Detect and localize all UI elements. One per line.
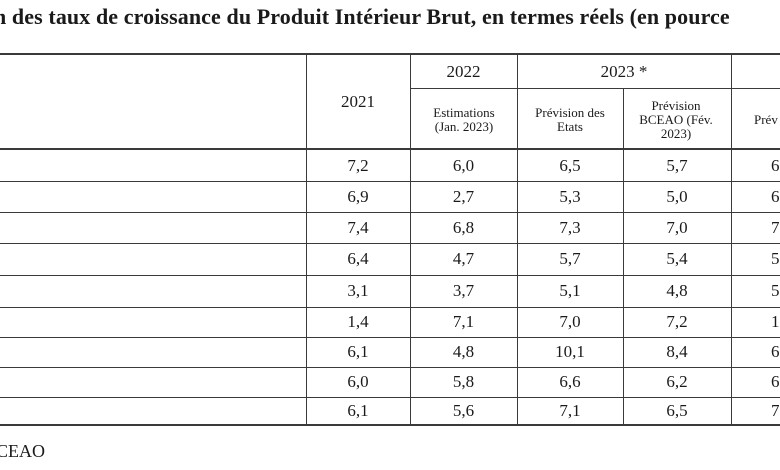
table-cell-bceao: 8,4 (666, 342, 688, 361)
table-cell-etats: 7,3 (559, 217, 581, 237)
table-cell-c2021: 6,0 (347, 372, 369, 391)
table-cell-c2021: 7,2 (347, 155, 369, 175)
table-cell-c2022: 5,8 (452, 372, 475, 391)
header-2023-prevision-etats: Prévision des Etats (535, 105, 605, 134)
header-2023: 2023 * (600, 62, 648, 81)
table-cell-c2022: 3,7 (452, 281, 475, 300)
table-cell-c2021: 6,9 (347, 186, 369, 206)
header-2021: 2021 (341, 92, 375, 111)
grid-line (0, 53, 780, 55)
table-cell-c2022: 4,7 (452, 249, 475, 268)
header-2022-estimations: Estimations (Jan. 2023) (433, 105, 495, 134)
table-cell-next: 6 (771, 155, 780, 175)
table-cell-c2022: 7,1 (452, 312, 475, 331)
table-cell-etats: 5,7 (559, 249, 581, 268)
table-cell-c2022: 6,8 (452, 217, 475, 237)
source-note: CEAO (0, 441, 45, 461)
table-cell-c2021: 6,1 (347, 342, 369, 361)
table-cell-next: 7 (771, 401, 780, 420)
table-title: n des taux de croissance du Produit Inté… (0, 4, 730, 29)
table-cell-c2021: 7,4 (347, 217, 369, 237)
table-cell-c2021: 1,4 (347, 312, 369, 331)
table-cell-etats: 5,3 (559, 186, 581, 206)
table-cell-next: 6 (771, 372, 780, 391)
table-cell-etats: 5,1 (559, 281, 581, 300)
table-cell-next: 5 (771, 249, 780, 268)
grid-line (410, 88, 780, 89)
table-cell-bceao: 5,0 (666, 186, 688, 206)
table-cell-c2022: 2,7 (452, 186, 475, 206)
header-next-partial: Prév des I (754, 112, 780, 127)
table-cell-next: 6 (771, 342, 780, 361)
table-cell-etats: 10,1 (555, 342, 585, 361)
table-cell-c2021: 6,1 (347, 401, 369, 420)
table-cell-c2021: 6,4 (347, 249, 369, 268)
header-2022: 2022 (446, 62, 481, 81)
table-cell-next: 7 (771, 217, 780, 237)
table-cell-c2022: 6,0 (452, 155, 475, 175)
table-cell-next: 6 (771, 186, 780, 206)
table-cell-bceao: 6,5 (666, 401, 688, 420)
table-cell-next: 5 (771, 281, 780, 300)
table-cell-bceao: 6,2 (666, 372, 688, 391)
table-cell-etats: 7,0 (559, 312, 581, 331)
table-cell-bceao: 7,0 (666, 217, 688, 237)
table-cell-bceao: 4,8 (666, 281, 688, 300)
table-cell-etats: 6,6 (559, 372, 581, 391)
table-cell-etats: 6,5 (559, 155, 581, 175)
table-cell-bceao: 7,2 (666, 312, 688, 331)
table-cell-c2022: 5,6 (452, 401, 475, 420)
table-cell-bceao: 5,4 (666, 249, 688, 268)
table-cell-next: 12 (771, 312, 780, 331)
table-cell-c2022: 4,8 (452, 342, 475, 361)
table-cell-bceao: 5,7 (666, 155, 688, 175)
header-2023-prevision-bceao: Prévision BCEAO (Fév. 2023) (639, 98, 713, 141)
table-cell-c2021: 3,1 (347, 281, 369, 300)
table-cell-etats: 7,1 (559, 401, 581, 420)
